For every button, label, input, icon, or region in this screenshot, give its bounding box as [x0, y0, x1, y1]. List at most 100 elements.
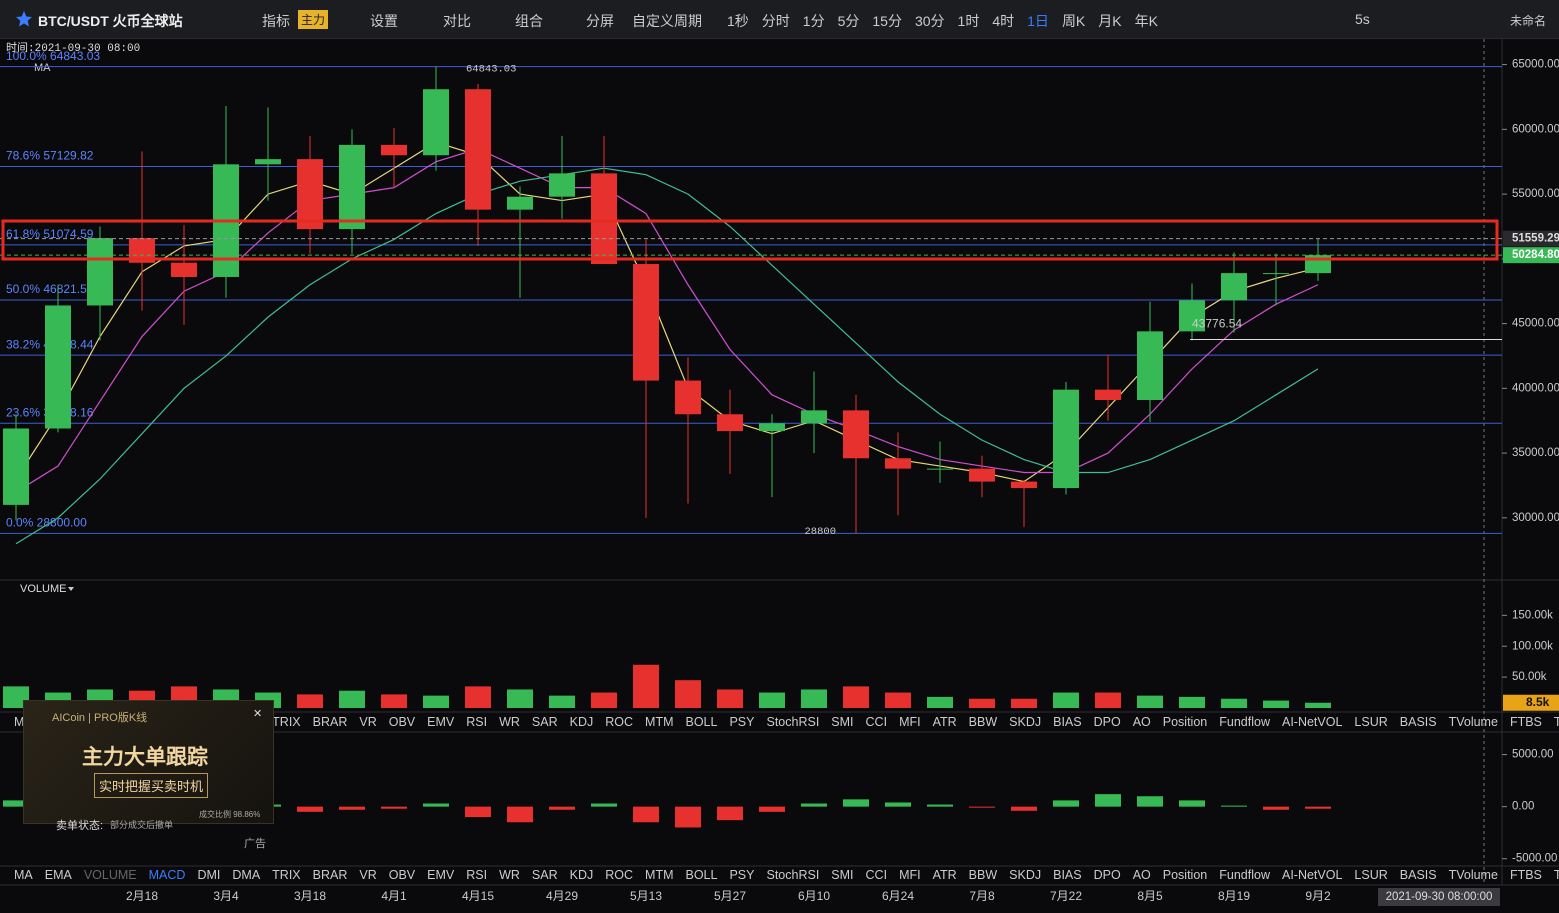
indicator-tab[interactable]: PSY [729, 868, 755, 882]
price-tag [1503, 247, 1559, 264]
period[interactable]: 年K [1134, 13, 1158, 29]
indicator-tab[interactable]: VR [359, 868, 377, 882]
custom-period[interactable]: 自定义周期 [632, 13, 702, 29]
indicator-tab[interactable]: TVolume [1448, 868, 1498, 882]
indicator-tab[interactable]: StochRSI [766, 868, 820, 882]
menu[interactable]: 对比 [443, 13, 471, 29]
menu[interactable]: 设置 [370, 13, 398, 29]
indicator-tab[interactable]: BASIS [1399, 868, 1437, 882]
volume-bar [1095, 692, 1121, 708]
indicator-tab[interactable]: FTBS [1509, 868, 1542, 882]
indicator-tab[interactable]: MTM [645, 715, 674, 729]
indicator-tab[interactable]: TTSI [1553, 868, 1559, 882]
indicator-tab[interactable]: SAR [531, 868, 558, 882]
indicator-tab[interactable]: TRIX [272, 715, 301, 729]
indicator-tab[interactable]: BOLL [685, 715, 718, 729]
indicator-tab[interactable]: ROC [605, 715, 634, 729]
indicator-tab[interactable]: OBV [388, 868, 416, 882]
period[interactable]: 1分 [802, 13, 825, 29]
indicator-tab[interactable]: MA [14, 868, 33, 882]
indicator-tab[interactable]: TRIX [272, 868, 301, 882]
indicator-tab[interactable]: MFI [899, 715, 921, 729]
indicator-tab[interactable]: AO [1132, 868, 1151, 882]
indicator-tab[interactable]: MFI [899, 868, 921, 882]
indicator-tab[interactable]: SAR [531, 715, 558, 729]
period[interactable]: 周K [1061, 13, 1086, 29]
indicator-tab[interactable]: SKDJ [1009, 868, 1042, 882]
indicator-tab[interactable]: KDJ [569, 715, 594, 729]
period[interactable]: 4时 [992, 13, 1015, 29]
menu[interactable]: 分屏 [586, 13, 614, 29]
indicator-tab[interactable]: Position [1162, 868, 1208, 882]
indicator-tab[interactable]: DMA [232, 868, 261, 882]
period[interactable]: 15分 [872, 13, 902, 29]
ad[interactable]: AICoin | PRO版K线 ✕ 主力大单跟踪 实时把握买卖时机 卖单状态: … [23, 700, 274, 850]
dropdown-icon [68, 587, 74, 591]
indicator-tab[interactable]: EMA [44, 868, 72, 882]
low-marker: 28800 [804, 526, 836, 538]
indicator-tab[interactable]: ATR [932, 715, 957, 729]
indicator-tab[interactable]: RSI [466, 868, 488, 882]
indicator-tab[interactable]: KDJ [569, 868, 594, 882]
indicator-tab[interactable]: CCI [865, 868, 888, 882]
indicator-tab[interactable]: BIAS [1053, 715, 1082, 729]
indicator-tab[interactable]: BBW [968, 868, 998, 882]
indicator-tab[interactable]: BOLL [685, 868, 718, 882]
indicator-tab[interactable]: BRAR [312, 715, 348, 729]
indicator-tab[interactable]: BRAR [312, 868, 348, 882]
indicator-tab[interactable]: AO [1132, 715, 1151, 729]
x-tick-label: 3月18 [294, 889, 326, 903]
indicator-tab[interactable]: AI-NetVOL [1281, 715, 1343, 729]
indicator-tab[interactable]: DMI [197, 868, 221, 882]
indicator-tab[interactable]: Position [1162, 715, 1208, 729]
menu[interactable]: 指标 [262, 13, 290, 29]
period[interactable]: 1时 [957, 13, 980, 29]
indicator-tab[interactable]: SKDJ [1009, 715, 1042, 729]
star-icon[interactable] [14, 0, 34, 38]
indicator-tab[interactable]: EMV [427, 715, 455, 729]
ad-button[interactable]: 实时把握买卖时机 [94, 773, 209, 798]
indicator-tab[interactable]: WR [499, 868, 520, 882]
indicator-tab[interactable]: AI-NetVOL [1281, 868, 1343, 882]
menu[interactable]: 组合 [515, 13, 543, 29]
indicator-tab[interactable]: WR [499, 715, 520, 729]
indicator-tab[interactable]: VOLUME [83, 868, 137, 882]
volume-bar [423, 695, 449, 708]
indicator-tab[interactable]: MACD [148, 868, 186, 882]
indicator-tab[interactable]: TVolume [1448, 715, 1498, 729]
indicator-tab[interactable]: EMV [427, 868, 455, 882]
indicator-tab[interactable]: Fundflow [1219, 715, 1270, 729]
indicator-tab[interactable]: BASIS [1399, 715, 1437, 729]
close[interactable]: ✕ [253, 708, 263, 720]
x-tick-label: 4月15 [462, 889, 494, 903]
indicator-tab[interactable]: MTM [645, 868, 674, 882]
indicator-tab[interactable]: BBW [968, 715, 998, 729]
period[interactable]: 30分 [914, 13, 945, 29]
period[interactable]: 月K [1098, 13, 1122, 29]
indicator-tab[interactable]: OBV [388, 715, 416, 729]
indicator-tab[interactable]: LSUR [1354, 715, 1388, 729]
indicator-tab[interactable]: ATR [932, 868, 957, 882]
period[interactable]: 分时 [761, 13, 790, 29]
indicator-tab[interactable]: FTBS [1509, 715, 1542, 729]
indicator-tab[interactable]: StochRSI [766, 715, 820, 729]
indicator-tab[interactable]: ROC [605, 868, 634, 882]
indicator-tab[interactable]: PSY [729, 715, 755, 729]
period[interactable]: 1秒 [727, 13, 749, 29]
period[interactable]: 5分 [837, 13, 860, 29]
indicator-tab[interactable]: SMI [831, 715, 854, 729]
indicator-tab[interactable]: LSUR [1354, 868, 1388, 882]
indicator-tab[interactable]: VR [359, 715, 377, 729]
indicator-tab[interactable]: DPO [1093, 715, 1121, 729]
indicator-tab[interactable]: SMI [831, 868, 854, 882]
indicator-tab[interactable]: RSI [466, 715, 488, 729]
layout-name[interactable]: 未命名 [1510, 14, 1547, 28]
refresh[interactable]: 5s [1355, 11, 1370, 27]
period[interactable]: 1日 [1027, 13, 1049, 29]
indicator-tab[interactable]: DPO [1093, 868, 1121, 882]
indicator-tab[interactable]: TTSI [1553, 715, 1559, 729]
symbol[interactable]: BTC/USDT 火币全球站 [38, 13, 183, 29]
indicator-tab[interactable]: Fundflow [1219, 868, 1270, 882]
indicator-tab[interactable]: BIAS [1053, 868, 1082, 882]
indicator-tab[interactable]: CCI [865, 715, 888, 729]
